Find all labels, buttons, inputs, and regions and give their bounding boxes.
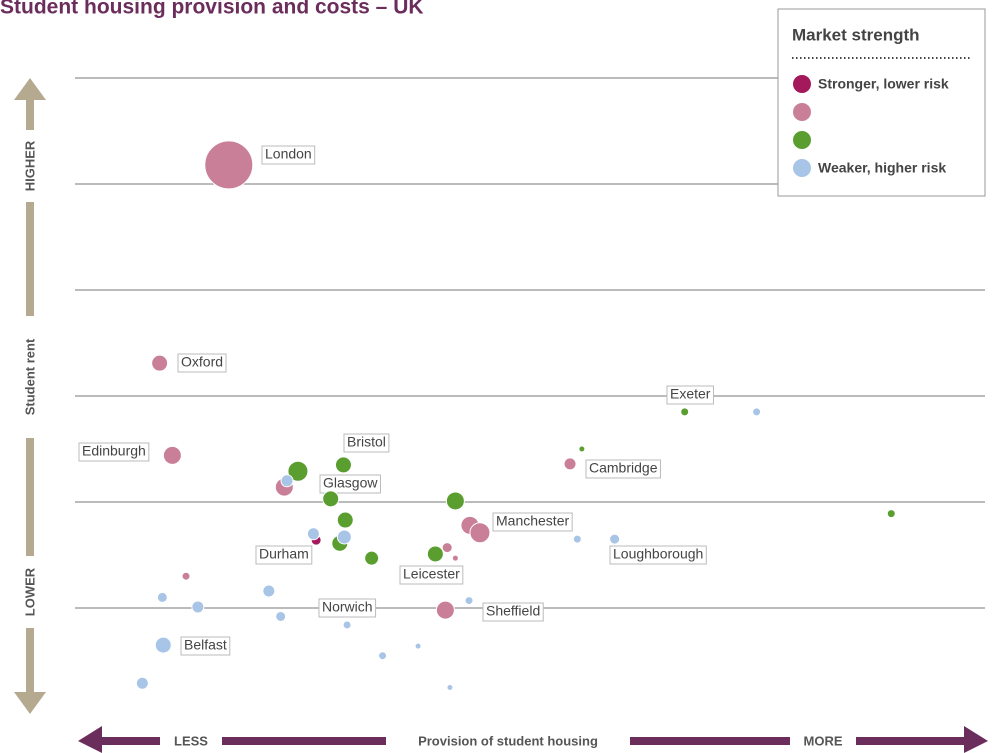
bubble [378, 651, 388, 661]
legend-swatch [793, 159, 811, 177]
point-label: Oxford [181, 354, 223, 370]
bubble [275, 610, 287, 622]
bubble [364, 550, 380, 566]
y-arrow-head [14, 78, 46, 100]
label-bg [319, 474, 381, 494]
y-axis: HIGHER Student rent LOWER [14, 78, 46, 714]
bubble [578, 445, 586, 453]
label-bg [20, 130, 40, 202]
label-bg [492, 512, 573, 532]
y-high-label: HIGHER [22, 140, 37, 191]
point-labels: Durham London Oxford Edinburgh Cambridge Manc… [78, 145, 714, 656]
label-bg [78, 442, 150, 462]
point-label: Belfast [184, 637, 227, 653]
label-bg [20, 316, 40, 438]
bubble [752, 407, 762, 417]
point-label: Norwich [322, 599, 373, 615]
x-axis-label: Provision of student housing [418, 733, 598, 748]
y-axis-label: Student rent [22, 338, 37, 415]
label-bg [386, 730, 630, 752]
bubble [154, 636, 172, 654]
label-bg [160, 730, 222, 752]
x-arrow-head [78, 726, 102, 753]
x-axis: LESS Provision of student housing MORE [78, 726, 988, 753]
point-label: Cambridge [589, 460, 658, 476]
bubble [287, 460, 309, 482]
label-bg [318, 598, 377, 618]
bubble [322, 490, 340, 508]
x-arrow-head [964, 726, 988, 753]
y-low-label: LOWER [22, 567, 37, 616]
chart-title: Student housing provision and costs – UK [0, 0, 424, 19]
point-label: Manchester [496, 513, 569, 529]
point-label: Glasgow [323, 475, 378, 491]
bubble [572, 534, 582, 544]
bubble [563, 457, 577, 471]
label-bg [790, 730, 856, 752]
label-bg [20, 556, 40, 628]
legend-title: Market strength [792, 25, 920, 44]
bubble [262, 584, 276, 598]
point-label: Bristol [347, 434, 386, 450]
bubble [426, 545, 444, 563]
point-label: Sheffield [486, 603, 540, 619]
legend-swatch [793, 103, 811, 121]
bubble [162, 445, 182, 465]
label-bg [255, 545, 313, 565]
label-bg [399, 565, 464, 585]
legend-label: Stronger, lower risk [818, 76, 949, 92]
label-bg [585, 459, 661, 479]
point-label: London [265, 146, 312, 162]
label-bg [177, 353, 227, 373]
bubble [135, 676, 149, 690]
bubbles [135, 140, 896, 691]
legend-box [777, 8, 986, 197]
point-label: Edinburgh [82, 443, 146, 459]
bubble [204, 140, 254, 190]
legend-swatch [793, 75, 811, 93]
legend: Market strength Stronger, lower risk Weak… [777, 8, 986, 197]
bubble [886, 509, 896, 519]
bubble [336, 529, 352, 545]
bubble [609, 533, 621, 545]
bubble [451, 554, 459, 562]
bubble [280, 474, 294, 488]
point-label: Exeter [670, 386, 711, 402]
legend-label: Weaker, higher risk [818, 160, 946, 176]
x-low-label: LESS [174, 733, 208, 748]
bubble [469, 522, 491, 544]
point-label: Loughborough [613, 546, 703, 562]
bubble [151, 354, 169, 372]
bubble [435, 600, 455, 620]
bubble [306, 527, 320, 541]
bubble [334, 456, 352, 474]
bubble [191, 600, 205, 614]
bubble [414, 642, 422, 650]
label-bg [609, 545, 707, 565]
x-high-label: MORE [804, 733, 843, 748]
y-arrow-head [14, 692, 46, 714]
point-label: Durham [259, 546, 309, 562]
bubble [156, 591, 168, 603]
label-bg [666, 385, 714, 405]
bubble [441, 542, 453, 554]
bubble [446, 684, 454, 691]
label-bg [180, 636, 231, 656]
bubble [342, 620, 352, 630]
bubble [445, 491, 465, 511]
label-bg [482, 602, 544, 622]
label-bg [343, 433, 390, 453]
legend-swatch [793, 131, 811, 149]
bubble [680, 407, 690, 417]
bubble [181, 571, 191, 581]
point-label: Leicester [403, 566, 460, 582]
bubble [336, 511, 354, 529]
label-bg [261, 145, 316, 165]
bubble [464, 596, 474, 606]
